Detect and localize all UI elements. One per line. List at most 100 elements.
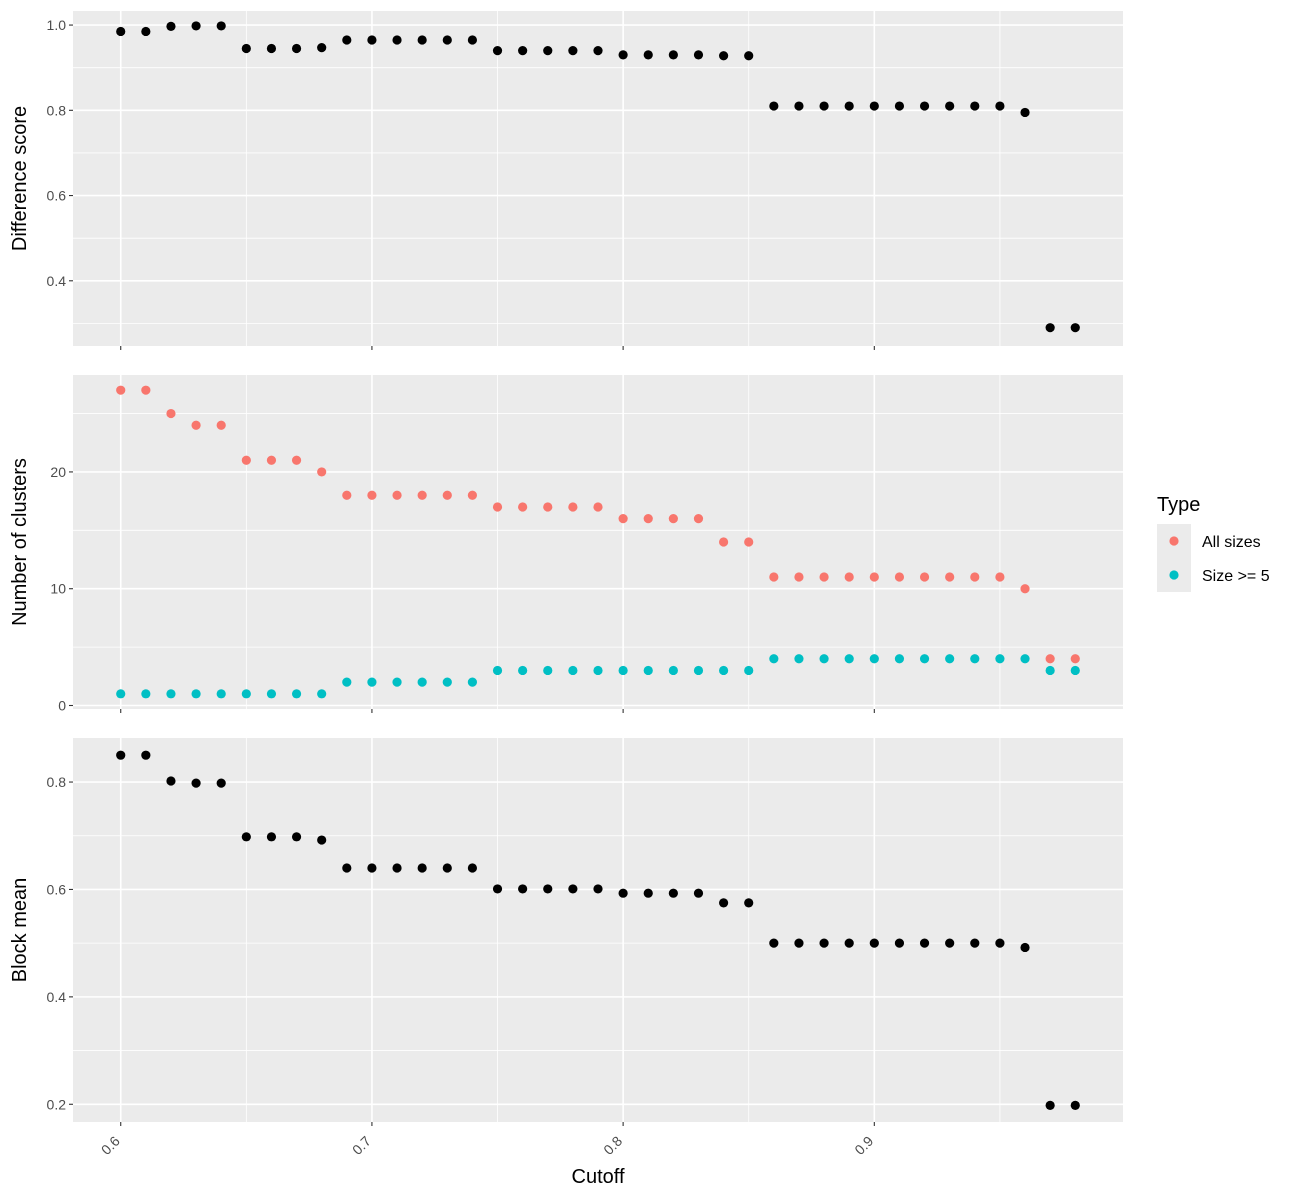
- data-point: [392, 677, 402, 687]
- data-point: [970, 938, 980, 948]
- data-point: [266, 43, 277, 54]
- data-point: [317, 835, 327, 845]
- data-point: [141, 385, 151, 395]
- data-point: [945, 654, 955, 664]
- data-point: [945, 572, 955, 582]
- legend-label: All sizes: [1202, 534, 1261, 551]
- data-point: [191, 689, 201, 699]
- data-point: [995, 101, 1005, 111]
- data-point: [894, 938, 905, 948]
- data-point: [919, 101, 930, 111]
- data-point: [266, 832, 277, 842]
- data-point: [116, 26, 126, 37]
- data-point: [794, 938, 804, 948]
- data-point: [442, 863, 452, 873]
- data-point: [241, 832, 251, 842]
- data-point: [668, 514, 678, 524]
- data-point: [869, 572, 879, 582]
- data-point: [1020, 584, 1030, 594]
- data-point: [819, 572, 829, 582]
- data-point: [392, 863, 402, 873]
- data-point: [342, 677, 352, 687]
- panel-2: 0 10 20 Number of clusters: [9, 375, 1123, 713]
- data-point: [1045, 1100, 1055, 1110]
- data-point: [116, 750, 126, 760]
- data-point: [467, 490, 478, 500]
- legend-swatch: [1169, 536, 1179, 546]
- panel-1: 0.4 0.6 0.8 1.0 Difference score: [9, 11, 1123, 350]
- data-point: [543, 665, 553, 676]
- data-point: [342, 490, 352, 500]
- data-point: [919, 654, 930, 664]
- data-point: [995, 572, 1005, 582]
- data-point: [693, 50, 704, 60]
- y-tick-label: 0.4: [47, 273, 67, 289]
- data-point: [819, 101, 829, 111]
- y-axis-title: Difference score: [9, 106, 31, 251]
- data-point: [1070, 323, 1080, 333]
- data-point: [693, 888, 704, 898]
- panel-3: 0.2 0.4 0.6 0.8 Block mean: [9, 738, 1123, 1126]
- data-point: [945, 938, 955, 948]
- data-point: [467, 35, 478, 45]
- legend-swatch: [1169, 570, 1179, 580]
- panel-background: [73, 375, 1123, 709]
- y-tick-label: 0.8: [47, 774, 67, 790]
- data-point: [593, 46, 603, 56]
- y-axis-title: Number of clusters: [9, 458, 31, 626]
- data-point: [141, 689, 151, 699]
- data-point: [442, 490, 452, 500]
- data-point: [844, 572, 854, 582]
- data-point: [141, 26, 151, 37]
- data-point: [894, 101, 905, 111]
- panel-background: [73, 738, 1123, 1122]
- data-point: [266, 455, 277, 465]
- data-point: [794, 572, 804, 582]
- x-tick-label: 0.6: [98, 1133, 123, 1158]
- legend-label: Size >= 5: [1202, 568, 1270, 585]
- data-point: [769, 938, 779, 948]
- data-point: [166, 408, 176, 419]
- x-tick-label: 0.7: [349, 1133, 374, 1158]
- series-1: [116, 21, 1080, 333]
- data-point: [693, 665, 704, 676]
- data-point: [367, 35, 377, 45]
- data-point: [869, 101, 879, 111]
- data-point: [317, 689, 327, 699]
- data-point: [116, 689, 126, 699]
- data-point: [317, 467, 327, 477]
- legend-item: Size >= 5: [1157, 558, 1270, 592]
- data-point: [1070, 665, 1080, 676]
- data-point: [869, 654, 879, 664]
- y-tick-label: 0.2: [47, 1096, 67, 1112]
- data-point: [568, 665, 578, 676]
- data-point: [241, 43, 251, 54]
- series-1: [116, 750, 1080, 1110]
- x-tick-label: 0.9: [851, 1133, 876, 1158]
- data-point: [191, 21, 201, 31]
- y-tick-label: 0: [58, 697, 66, 713]
- legend: Type All sizes Size >= 5: [1157, 494, 1270, 592]
- data-point: [1020, 942, 1030, 953]
- data-point: [970, 572, 980, 582]
- series-1: [116, 385, 1080, 664]
- data-point: [191, 778, 201, 788]
- legend-item: All sizes: [1157, 524, 1261, 558]
- data-point: [718, 898, 729, 908]
- data-point: [1020, 107, 1030, 118]
- data-point: [995, 654, 1005, 664]
- data-point: [744, 51, 754, 61]
- data-point: [166, 689, 176, 699]
- data-point: [945, 101, 955, 111]
- data-point: [518, 665, 528, 676]
- data-point: [317, 43, 327, 53]
- series-2: [116, 654, 1080, 699]
- data-point: [618, 888, 628, 898]
- data-point: [995, 938, 1005, 948]
- x-axis-title: Cutoff: [572, 1166, 625, 1188]
- data-point: [1045, 665, 1055, 676]
- data-point: [518, 46, 528, 56]
- data-point: [894, 572, 905, 582]
- data-point: [844, 654, 854, 664]
